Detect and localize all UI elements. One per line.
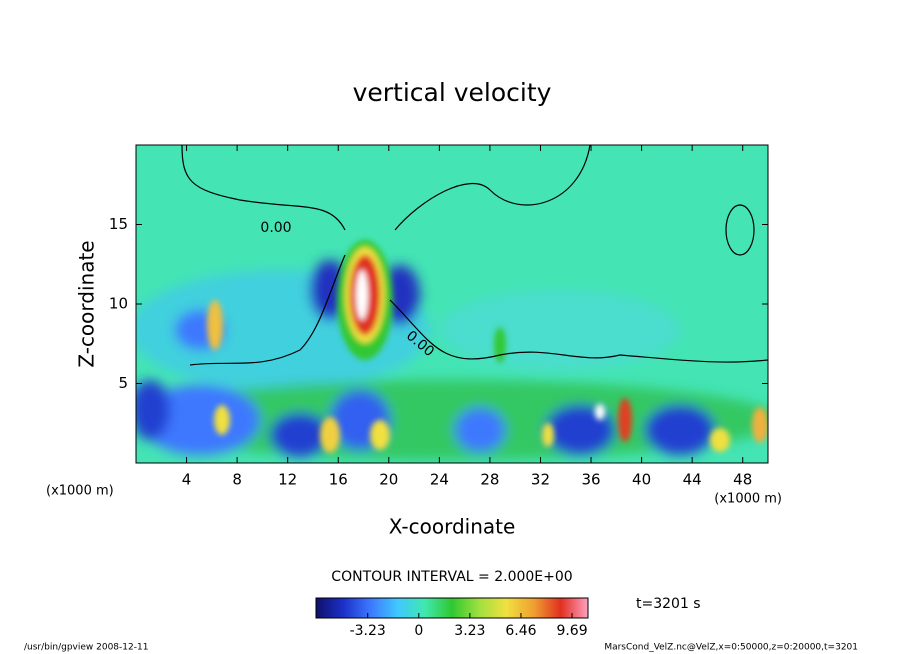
footer-left: /usr/bin/gpview 2008-12-11 xyxy=(24,643,148,653)
contour-label: 0.00 xyxy=(260,220,291,236)
colorbar xyxy=(315,597,589,619)
x-tick-label: 28 xyxy=(480,471,499,489)
y-tick-label: 10 xyxy=(109,295,128,313)
x-tick-label: 20 xyxy=(379,471,398,489)
field xyxy=(136,145,768,463)
contour-interval: CONTOUR INTERVAL = 2.000E+00 xyxy=(331,569,572,585)
footer-right: MarsCond_VelZ.nc@VelZ,x=0:50000,z=0:2000… xyxy=(604,643,858,653)
x-tick-label: 40 xyxy=(632,471,651,489)
x-unit: (x1000 m) xyxy=(714,492,782,507)
x-tick-label: 24 xyxy=(430,471,449,489)
y-tick-label: 5 xyxy=(118,374,128,392)
y-tick-label: 15 xyxy=(109,215,128,233)
colorbar-tick-label: 3.23 xyxy=(454,623,485,639)
chart-title: vertical velocity xyxy=(353,78,552,107)
x-tick-label: 4 xyxy=(182,471,192,489)
colorbar-tick-label: 9.69 xyxy=(556,623,587,639)
y-axis-label: Z-coordinate xyxy=(75,240,99,367)
y-unit: (x1000 m) xyxy=(46,484,114,499)
colorbar-tick-label: -3.23 xyxy=(350,623,386,639)
colorbar-tick-label: 6.46 xyxy=(505,623,536,639)
x-tick-label: 44 xyxy=(683,471,702,489)
x-tick-label: 32 xyxy=(531,471,550,489)
x-axis-label: X-coordinate xyxy=(389,515,516,539)
colorbar-tick-label: 0 xyxy=(414,623,423,639)
x-tick-label: 16 xyxy=(329,471,348,489)
x-tick-label: 36 xyxy=(581,471,600,489)
x-tick-label: 12 xyxy=(278,471,297,489)
x-tick-label: 48 xyxy=(733,471,752,489)
x-tick-label: 8 xyxy=(232,471,242,489)
time-label: t=3201 s xyxy=(636,596,701,612)
